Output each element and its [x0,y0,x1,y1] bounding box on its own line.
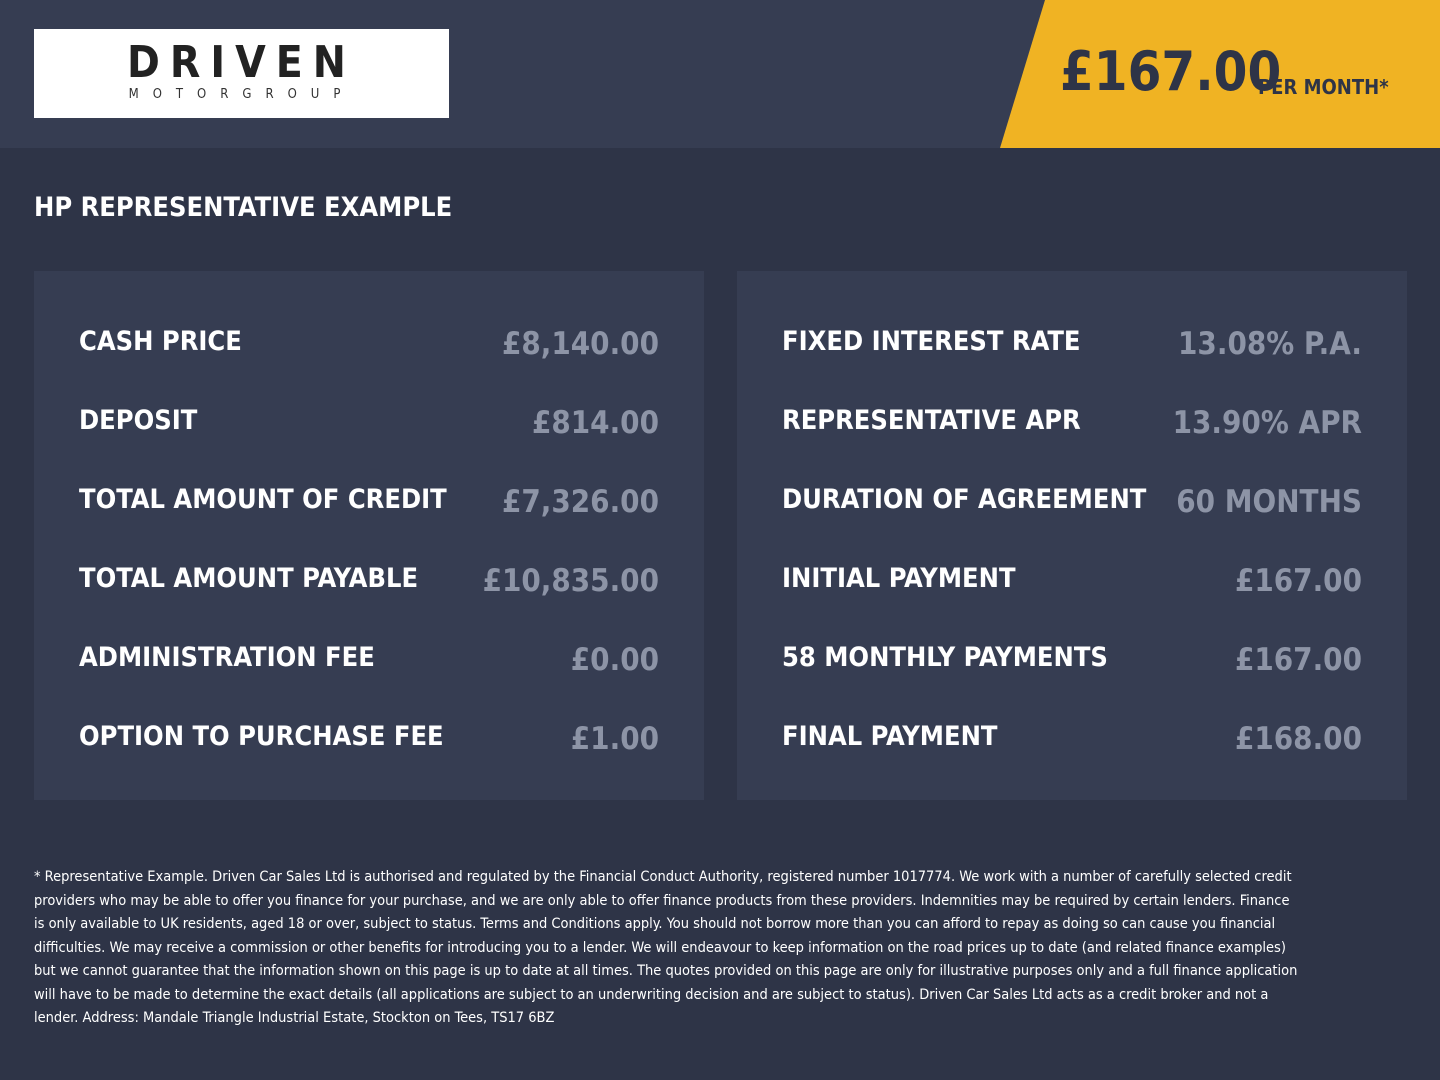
right-panel: FIXED INTEREST RATE 13.08% P.A. REPRESENTA… [737,271,1407,800]
label: ADMINISTRATION FEE [79,642,375,673]
row: FINAL PAYMENT £168.00 [782,721,1362,761]
value: £10,835.00 [482,563,659,599]
value: £7,326.00 [501,484,659,520]
label: INITIAL PAYMENT [782,563,1016,594]
row: FIXED INTEREST RATE 13.08% P.A. [782,326,1362,366]
value: £167.00 [1234,642,1362,678]
row: OPTION TO PURCHASE FEE £1.00 [79,721,659,761]
heading: HP REPRESENTATIVE EXAMPLE [34,192,453,223]
price-amount: £167.00 [1060,40,1282,103]
label: TOTAL AMOUNT OF CREDIT [79,484,447,515]
label: CASH PRICE [79,326,242,357]
value: £814.00 [531,405,659,441]
left-panel: CASH PRICE £8,140.00 DEPOSIT £814.00 TOTAL A… [34,271,704,800]
label: 58 MONTHLY PAYMENTS [782,642,1108,673]
row: 58 MONTHLY PAYMENTS £167.00 [782,642,1362,682]
value: £167.00 [1234,563,1362,599]
header: DRIVEN MOTORGROUP £167.00 PER MONTH* [0,0,1440,148]
disclaimer: * Representative Example. Driven Car Sal… [34,869,1298,1026]
label: FINAL PAYMENT [782,721,998,752]
label: DURATION OF AGREEMENT [782,484,1147,515]
value: 60 MONTHS [1176,484,1362,520]
row: TOTAL AMOUNT OF CREDIT £7,326.00 [79,484,659,524]
row: ADMINISTRATION FEE £0.00 [79,642,659,682]
label: DEPOSIT [79,405,198,436]
logo: DRIVEN MOTORGROUP [34,29,449,118]
price-suffix: PER MONTH* [1258,75,1389,99]
row: CASH PRICE £8,140.00 [79,326,659,366]
row: DURATION OF AGREEMENT 60 MONTHS [782,484,1362,524]
row: REPRESENTATIVE APR 13.90% APR [782,405,1362,445]
value: £168.00 [1234,721,1362,757]
label: FIXED INTEREST RATE [782,326,1081,357]
row: DEPOSIT £814.00 [79,405,659,445]
value: 13.90% APR [1172,405,1362,441]
label: TOTAL AMOUNT PAYABLE [79,563,419,594]
row: TOTAL AMOUNT PAYABLE £10,835.00 [79,563,659,603]
value: £0.00 [570,642,659,678]
value: £1.00 [570,721,659,757]
row: INITIAL PAYMENT £167.00 [782,563,1362,603]
logo-name: DRIVEN [127,37,356,88]
logo-sub: MOTORGROUP [128,87,355,102]
label: OPTION TO PURCHASE FEE [79,721,444,752]
value: 13.08% P.A. [1178,326,1362,362]
price-badge: £167.00 PER MONTH* [1000,0,1440,148]
label: REPRESENTATIVE APR [782,405,1081,436]
value: £8,140.00 [501,326,659,362]
